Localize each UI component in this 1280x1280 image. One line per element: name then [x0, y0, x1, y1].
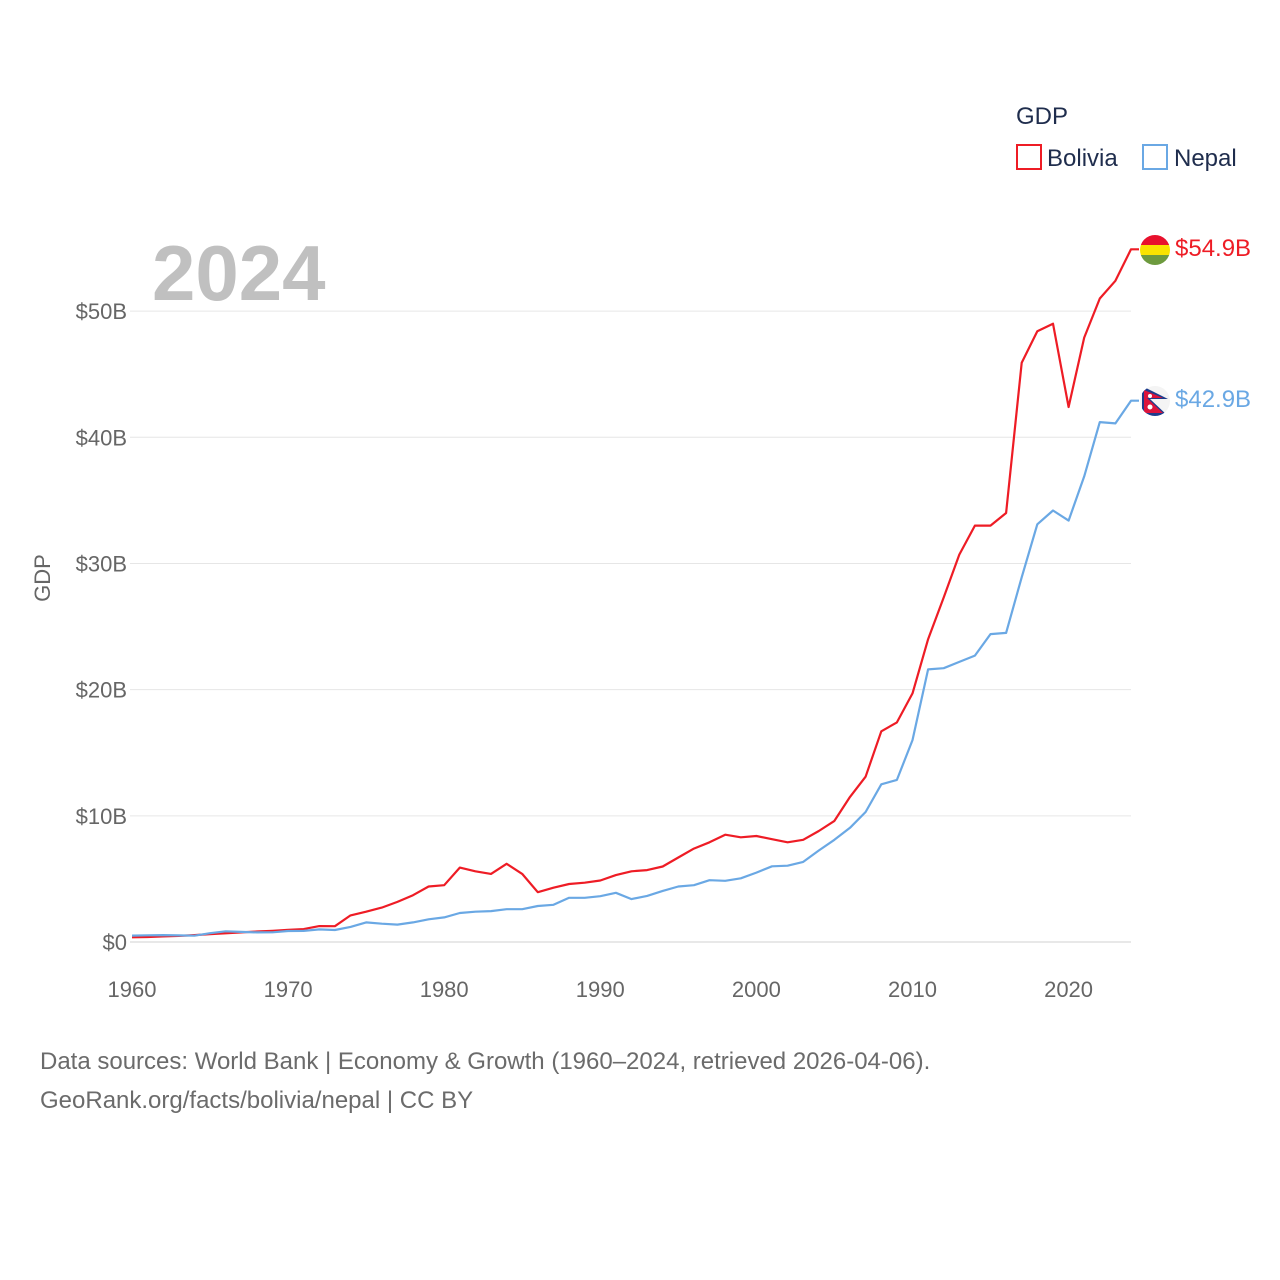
x-tick-label: 1960	[108, 977, 157, 1002]
series-lines	[131, 248, 1139, 939]
legend-label-nepal[interactable]: Nepal	[1174, 145, 1237, 172]
attribution-link[interactable]: GeoRank.org/facts/bolivia/nepal | CC BY	[40, 1087, 474, 1114]
legend-label-bolivia[interactable]: Bolivia	[1047, 145, 1118, 172]
year-label: 2024	[152, 229, 326, 317]
y-tick-labels: $0 $10B $20B $30B $40B $50B	[76, 299, 127, 955]
legend-swatch-bolivia[interactable]	[1016, 144, 1042, 170]
end-label-bolivia: $54.9B	[1175, 235, 1251, 262]
y-tick-label: $10B	[76, 804, 127, 829]
gridlines	[130, 310, 1131, 943]
legend-title: GDP	[1016, 103, 1068, 130]
bolivia-flag-icon	[1140, 235, 1170, 265]
x-tick-label: 1980	[420, 977, 469, 1002]
y-axis-title: GDP	[30, 554, 55, 602]
x-tick-label: 2010	[888, 977, 937, 1002]
x-tick-label: 1970	[264, 977, 313, 1002]
y-tick-label: $20B	[76, 678, 127, 703]
y-tick-label: $0	[103, 930, 127, 955]
y-tick-label: $40B	[76, 425, 127, 450]
x-tick-labels: 1960 1970 1980 1990 2000 2010 2020	[108, 977, 1094, 1002]
data-source-note: Data sources: World Bank | Economy & Gro…	[40, 1042, 1240, 1120]
y-tick-label: $30B	[76, 551, 127, 576]
x-tick-label: 1990	[576, 977, 625, 1002]
end-label-nepal: $42.9B	[1175, 386, 1251, 413]
y-tick-label: $50B	[76, 299, 127, 324]
source-line: Data sources: World Bank | Economy & Gro…	[40, 1048, 931, 1075]
x-tick-label: 2000	[732, 977, 781, 1002]
nepal-flag-icon	[1140, 386, 1170, 416]
legend-swatch-nepal[interactable]	[1142, 144, 1168, 170]
gdp-line-chart: $0 $10B $20B $30B $40B $50B 1960 1970 1980 1990 2…	[30, 103, 1251, 1002]
legend: GDP Bolivia Nepal	[1016, 103, 1237, 172]
series-line-nepal[interactable]	[131, 399, 1139, 937]
x-tick-label: 2020	[1044, 977, 1093, 1002]
series-line-bolivia[interactable]	[131, 248, 1139, 939]
